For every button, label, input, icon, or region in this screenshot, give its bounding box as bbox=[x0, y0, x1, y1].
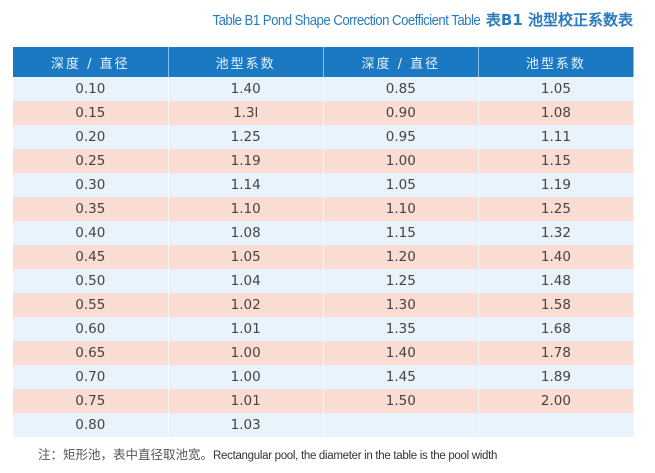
table-cell: 1.19 bbox=[478, 173, 635, 197]
table-cell: 1.3l bbox=[168, 101, 324, 125]
table-cell: 1.45 bbox=[323, 365, 479, 389]
table-cell: 0.50 bbox=[13, 269, 169, 293]
table-cell: 1.48 bbox=[478, 269, 635, 293]
table-cell: 1.25 bbox=[323, 269, 479, 293]
table-row: 0.55 1.02 1.30 1.58 bbox=[13, 293, 635, 317]
table-cell: 0.60 bbox=[13, 317, 169, 341]
table-cell: 0.25 bbox=[13, 149, 169, 173]
table-cell: 1.30 bbox=[323, 293, 479, 317]
title-chinese: 表B1 池型校正系数表 bbox=[485, 11, 633, 29]
table-cell: 0.10 bbox=[13, 77, 169, 101]
table-cell: 1.20 bbox=[323, 245, 479, 269]
table-cell: 1.05 bbox=[168, 245, 324, 269]
table-cell: 1.10 bbox=[323, 197, 479, 221]
table-cell bbox=[323, 413, 479, 437]
column-header: 池型系数 bbox=[168, 47, 324, 77]
table-cell bbox=[478, 413, 635, 437]
coefficient-table: 深度 / 直径 池型系数 深度 / 直径 池型系数 0.10 1.40 0.85 1.05 0… bbox=[13, 47, 635, 437]
table-cell: 1.05 bbox=[478, 77, 635, 101]
table-note: 注：矩形池，表中直径取池宽。Rectangular pool, the diam… bbox=[38, 444, 497, 463]
table-cell: 0.45 bbox=[13, 245, 169, 269]
table-cell: 1.00 bbox=[168, 365, 324, 389]
table-row: 0.60 1.01 1.35 1.68 bbox=[13, 317, 635, 341]
header-row: 深度 / 直径 池型系数 深度 / 直径 池型系数 bbox=[13, 47, 635, 77]
table-cell: 0.65 bbox=[13, 341, 169, 365]
table-cell: 1.40 bbox=[478, 245, 635, 269]
table-cell: 0.80 bbox=[13, 413, 169, 437]
column-header: 深度 / 直径 bbox=[13, 47, 169, 77]
table-cell: 1.58 bbox=[478, 293, 635, 317]
table-cell: 1.00 bbox=[168, 341, 324, 365]
table-cell: 0.55 bbox=[13, 293, 169, 317]
table-cell: 0.70 bbox=[13, 365, 169, 389]
table-cell: 1.89 bbox=[478, 365, 635, 389]
table-cell: 1.35 bbox=[323, 317, 479, 341]
table-cell: 1.04 bbox=[168, 269, 324, 293]
note-chinese: 注：矩形池，表中直径取池宽。 bbox=[38, 447, 214, 462]
table-row: 0.80 1.03 bbox=[13, 413, 635, 437]
table-cell: 0.85 bbox=[323, 77, 479, 101]
table-cell: 0.95 bbox=[323, 125, 479, 149]
column-header: 池型系数 bbox=[478, 47, 635, 77]
table-cell: 0.15 bbox=[13, 101, 169, 125]
table-cell: 1.78 bbox=[478, 341, 635, 365]
table-row: 0.15 1.3l 0.90 1.08 bbox=[13, 101, 635, 125]
table-cell: 1.15 bbox=[478, 149, 635, 173]
table-cell: 1.32 bbox=[478, 221, 635, 245]
table-cell: 0.35 bbox=[13, 197, 169, 221]
table-row: 0.25 1.19 1.00 1.15 bbox=[13, 149, 635, 173]
table-cell: 1.10 bbox=[168, 197, 324, 221]
column-header: 深度 / 直径 bbox=[323, 47, 479, 77]
table-row: 0.50 1.04 1.25 1.48 bbox=[13, 269, 635, 293]
table-cell: 1.25 bbox=[168, 125, 324, 149]
table-row: 0.40 1.08 1.15 1.32 bbox=[13, 221, 635, 245]
table-cell: 1.01 bbox=[168, 317, 324, 341]
table-row: 0.65 1.00 1.40 1.78 bbox=[13, 341, 635, 365]
table-row: 0.70 1.00 1.45 1.89 bbox=[13, 365, 635, 389]
table-row: 0.20 1.25 0.95 1.11 bbox=[13, 125, 635, 149]
table-cell: 1.05 bbox=[323, 173, 479, 197]
table-cell: 2.00 bbox=[478, 389, 635, 413]
table-cell: 1.50 bbox=[323, 389, 479, 413]
table-cell: 1.40 bbox=[168, 77, 324, 101]
table-cell: 1.19 bbox=[168, 149, 324, 173]
note-english: Rectangular pool, the diameter in the ta… bbox=[213, 450, 498, 462]
table-row: 0.10 1.40 0.85 1.05 bbox=[13, 77, 635, 101]
table-cell: 1.03 bbox=[168, 413, 324, 437]
table-cell: 0.30 bbox=[13, 173, 169, 197]
table-cell: 1.40 bbox=[323, 341, 479, 365]
table-row: 0.35 1.10 1.10 1.25 bbox=[13, 197, 635, 221]
title-english: Table B1 Pond Shape Correction Coefficie… bbox=[212, 12, 480, 29]
table-cell: 1.02 bbox=[168, 293, 324, 317]
table-cell: 1.08 bbox=[478, 101, 635, 125]
table-cell: 1.01 bbox=[168, 389, 324, 413]
table-cell: 0.90 bbox=[323, 101, 479, 125]
table-cell: 1.11 bbox=[478, 125, 635, 149]
table-cell: 1.00 bbox=[323, 149, 479, 173]
table-title: Table B1 Pond Shape Correction Coefficie… bbox=[176, 9, 633, 30]
table-cell: 0.40 bbox=[13, 221, 169, 245]
table-cell: 1.15 bbox=[323, 221, 479, 245]
table-row: 0.45 1.05 1.20 1.40 bbox=[13, 245, 635, 269]
table-cell: 1.25 bbox=[478, 197, 635, 221]
table-cell: 1.08 bbox=[168, 221, 324, 245]
table-cell: 1.68 bbox=[478, 317, 635, 341]
table-cell: 0.20 bbox=[13, 125, 169, 149]
table-cell: 0.75 bbox=[13, 389, 169, 413]
table-row: 0.30 1.14 1.05 1.19 bbox=[13, 173, 635, 197]
table-cell: 1.14 bbox=[168, 173, 324, 197]
table-row: 0.75 1.01 1.50 2.00 bbox=[13, 389, 635, 413]
